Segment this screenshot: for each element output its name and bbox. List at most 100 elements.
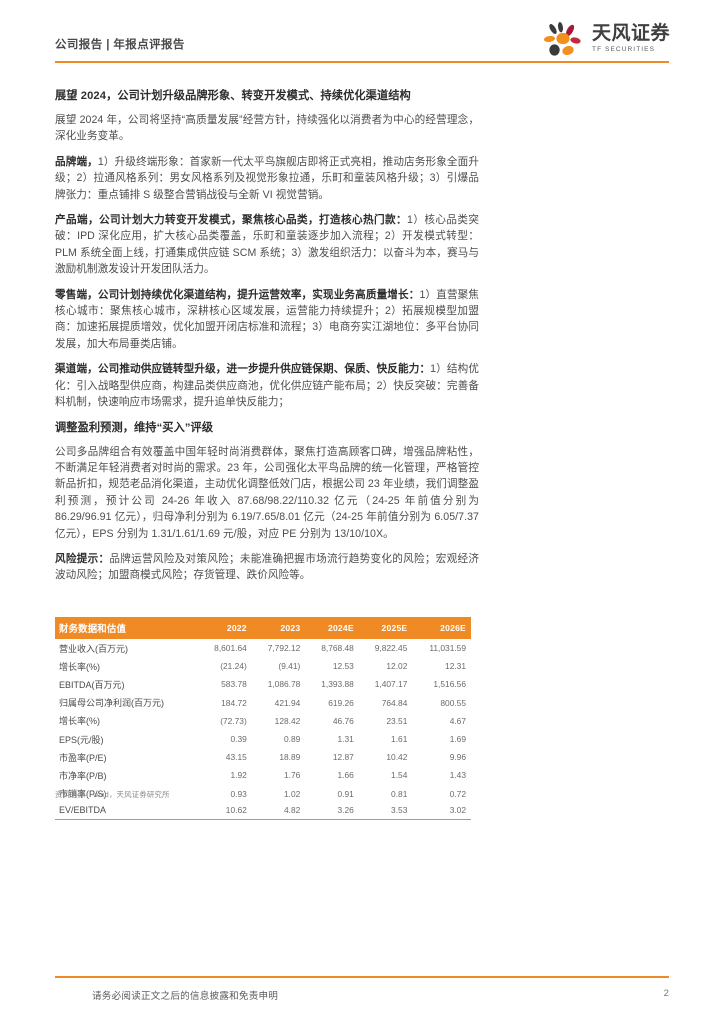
row-label: 市净率(P/B) <box>59 770 107 781</box>
paragraph-earnings-forecast: 公司多品牌组合有效覆盖中国年轻时尚消费群体，聚焦打造高顾客口碑，增强品牌粘性，不… <box>55 445 479 540</box>
paragraph-channel-side: 渠道端，公司推动供应链转型升级，进一步提升供应链保期、保质、快反能力：1）结构优… <box>55 361 479 410</box>
row-value: 12.87 <box>332 752 354 763</box>
paragraph-brand-side-text: 1）升级终端形象：首家新一代太平鸟旗舰店即将正式亮相，推动店务形象全面升级；2）… <box>55 155 479 201</box>
financial-summary-table: 财务数据和估值 2022 2023 2024E 2025E 2026E 营业收入… <box>55 617 471 820</box>
table-row: 市净率(P/B) 1.92 1.76 1.66 1.54 1.43 <box>55 766 471 784</box>
row-value: 0.81 <box>391 788 408 799</box>
table-col-header-2022: 2022 <box>198 617 252 639</box>
row-value: 1,407.17 <box>374 679 408 690</box>
row-value: 0.91 <box>337 788 354 799</box>
table-row: EV/EBITDA 10.62 4.82 3.26 3.53 3.02 <box>55 802 471 820</box>
paragraph-retail-side: 零售端，公司计划持续优化渠道结构，提升运营效率，实现业务高质量增长：1）直营聚焦… <box>55 287 479 353</box>
row-value: 18.89 <box>279 752 301 763</box>
row-value: 9,822.45 <box>374 643 408 654</box>
row-value: 12.53 <box>332 661 354 672</box>
row-value: 7,792.12 <box>267 643 301 654</box>
row-value: 0.39 <box>230 734 247 745</box>
row-value: 128.42 <box>274 715 301 726</box>
logo-mark-icon <box>543 22 588 62</box>
logo-name-cn: 天风证券 <box>592 23 671 44</box>
row-value: 1.66 <box>337 770 354 781</box>
table-row: 市销率(P/S) 0.93 1.02 0.91 0.81 0.72 <box>55 785 471 803</box>
row-value: 3.53 <box>358 802 413 820</box>
footer-divider-rule <box>55 976 669 978</box>
row-value: 1.69 <box>449 734 466 745</box>
row-value: (21.24) <box>220 661 247 672</box>
page-header-title: 公司报告 | 年报点评报告 <box>55 39 185 51</box>
row-label: 营业收入(百万元) <box>59 643 128 654</box>
row-label: 归属母公司净利润(百万元) <box>59 698 164 709</box>
row-value: 12.31 <box>445 661 466 672</box>
table-header-row: 财务数据和估值 2022 2023 2024E 2025E 2026E <box>55 617 471 639</box>
row-value: 3.02 <box>412 802 471 820</box>
row-value: 0.72 <box>449 788 466 799</box>
row-value: 10.62 <box>198 802 252 820</box>
row-value: 10.42 <box>386 752 408 763</box>
row-value: 619.26 <box>328 697 354 708</box>
paragraph-product-side-lead: 产品端，公司计划大力转变开发模式，聚焦核心品类，打造核心热门款： <box>55 214 408 227</box>
paragraph-risk-warning-text: 品牌运营风险及对策风险；未能准确把握市场流行趋势变化的风险；宏观经济波动风险；加… <box>55 552 479 582</box>
paragraph-risk-warning: 风险提示：品牌运营风险及对策风险；未能准确把握市场流行趋势变化的风险；宏观经济波… <box>55 551 479 584</box>
row-value: 9.96 <box>449 752 466 763</box>
row-label: 市销率(P/S) <box>59 789 107 800</box>
paragraph-product-side-text: 1）核心品类突破：IPD 深化应用，扩大核心品类覆盖，乐町和童装逐步加入流程；2… <box>55 214 479 276</box>
row-label: 增长率(%) <box>59 716 100 727</box>
table-row: 增长率(%) (72.73) 128.42 46.76 23.51 4.67 <box>55 712 471 730</box>
row-value: 8,768.48 <box>321 643 354 654</box>
row-value: 4.82 <box>251 802 306 820</box>
row-label: 市盈率(P/E) <box>59 752 107 763</box>
paragraph-channel-side-text: 1）结构优化：引入战略型供应商，构建品类供应商池，优化供应链产能布局；2）快反突… <box>55 363 479 409</box>
row-value: 1.92 <box>230 770 247 781</box>
row-value: 46.76 <box>332 715 354 726</box>
paragraph-channel-side-lead: 渠道端，公司推动供应链转型升级，进一步提升供应链保期、保质、快反能力： <box>55 363 431 376</box>
footer-disclaimer-note: 请务必阅读正文之后的信息披露和免责申明 <box>92 991 279 1002</box>
section-heading-outlook: 展望 2024，公司计划升级品牌形象、转变开发模式、持续优化渠道结构 <box>55 90 411 102</box>
row-value: 0.89 <box>283 734 301 745</box>
row-value: 1.43 <box>449 770 466 781</box>
row-label: EPS(元/股) <box>59 734 104 745</box>
table-col-header-2024e: 2024E <box>305 617 359 639</box>
table-source-note: 资料来源：wind，天风证券研究所 <box>55 790 170 799</box>
table-row: EBITDA(百万元) 583.78 1,086.78 1,393.88 1,4… <box>55 675 471 693</box>
row-label: EBITDA(百万元) <box>59 679 125 690</box>
table-col-header-metric: 财务数据和估值 <box>55 617 199 639</box>
paragraph-brand-side-lead: 品牌端， <box>55 155 98 168</box>
table-row: 营业收入(百万元) 8,601.64 7,792.12 8,768.48 9,8… <box>55 639 471 657</box>
page-header: 公司报告 | 年报点评报告 天风证券 TF SECURITIES <box>0 0 724 72</box>
table-row: 归属母公司净利润(百万元) 184.72 421.94 619.26 764.8… <box>55 694 471 712</box>
row-value: 1.76 <box>283 770 301 781</box>
table-col-header-2023: 2023 <box>251 617 306 639</box>
paragraph-brand-side: 品牌端，1）升级终端形象：首家新一代太平鸟旗舰店即将正式亮相，推动店务形象全面升… <box>55 154 479 203</box>
document-body: 展望 2024，公司计划升级品牌形象、转变开发模式、持续优化渠道结构 展望 20… <box>55 88 479 593</box>
table-row: EPS(元/股) 0.39 0.89 1.31 1.61 1.69 <box>55 730 471 748</box>
row-value: 1.02 <box>283 788 301 799</box>
row-value: 800.55 <box>440 697 466 708</box>
row-value: (9.41) <box>278 661 301 672</box>
row-value: 583.78 <box>221 679 247 690</box>
row-value: 764.84 <box>381 697 408 708</box>
brand-logo: 天风证券 TF SECURITIES <box>543 22 676 62</box>
row-value: 0.93 <box>230 788 247 799</box>
logo-wordmark: 天风证券 TF SECURITIES <box>592 23 676 55</box>
paragraph-risk-warning-lead: 风险提示： <box>55 552 110 565</box>
row-value: 421.94 <box>274 697 301 708</box>
table-row: 市盈率(P/E) 43.15 18.89 12.87 10.42 9.96 <box>55 748 471 766</box>
table-col-header-2025e: 2025E <box>358 617 413 639</box>
row-label: 增长率(%) <box>59 661 100 672</box>
table-row: 增长率(%) (21.24) (9.41) 12.53 12.02 12.31 <box>55 657 471 675</box>
row-value: 1,393.88 <box>321 679 354 690</box>
row-value: 1,086.78 <box>267 679 301 690</box>
row-value: 1,516.56 <box>433 679 466 690</box>
row-value: 1.31 <box>337 734 354 745</box>
row-value: 8,601.64 <box>214 643 247 654</box>
row-value: 1.61 <box>391 734 408 745</box>
row-value: 184.72 <box>221 697 247 708</box>
table-col-header-2026e: 2026E <box>412 617 471 639</box>
page-footer: 请务必阅读正文之后的信息披露和免责申明 2 <box>0 976 724 1024</box>
row-value: 11,031.59 <box>429 643 466 654</box>
paragraph-product-side: 产品端，公司计划大力转变开发模式，聚焦核心品类，打造核心热门款：1）核心品类突破… <box>55 212 479 278</box>
footer-page-number: 2 <box>663 988 669 999</box>
row-value: 3.26 <box>305 802 359 820</box>
row-value: 1.54 <box>391 770 408 781</box>
header-divider-rule <box>55 61 669 63</box>
